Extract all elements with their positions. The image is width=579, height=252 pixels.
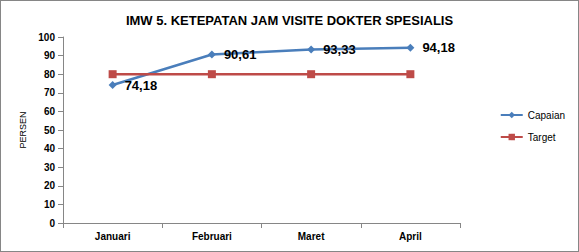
svg-text:April: April: [399, 231, 422, 242]
svg-text:30: 30: [44, 162, 56, 173]
svg-text:Maret: Maret: [298, 231, 325, 242]
svg-text:90: 90: [44, 50, 56, 61]
svg-text:Januari: Januari: [95, 231, 131, 242]
svg-text:80: 80: [44, 69, 56, 80]
svg-text:90,61: 90,61: [224, 47, 257, 62]
svg-text:Target: Target: [528, 132, 556, 143]
svg-text:0: 0: [49, 218, 55, 229]
svg-text:100: 100: [38, 32, 55, 43]
svg-text:60: 60: [44, 106, 56, 117]
svg-text:20: 20: [44, 180, 56, 191]
svg-text:10: 10: [44, 199, 56, 210]
svg-text:40: 40: [44, 143, 56, 154]
svg-text:94,18: 94,18: [422, 40, 455, 55]
svg-text:PERSEN: PERSEN: [18, 111, 28, 148]
svg-text:70: 70: [44, 87, 56, 98]
svg-text:Capaian: Capaian: [528, 110, 565, 121]
svg-text:74,18: 74,18: [125, 78, 158, 93]
svg-text:IMW 5. KETEPATAN JAM VISITE DO: IMW 5. KETEPATAN JAM VISITE DOKTER SPESI…: [126, 13, 454, 28]
svg-text:93,33: 93,33: [323, 42, 356, 57]
svg-text:50: 50: [44, 125, 56, 136]
svg-text:Februari: Februari: [192, 231, 232, 242]
